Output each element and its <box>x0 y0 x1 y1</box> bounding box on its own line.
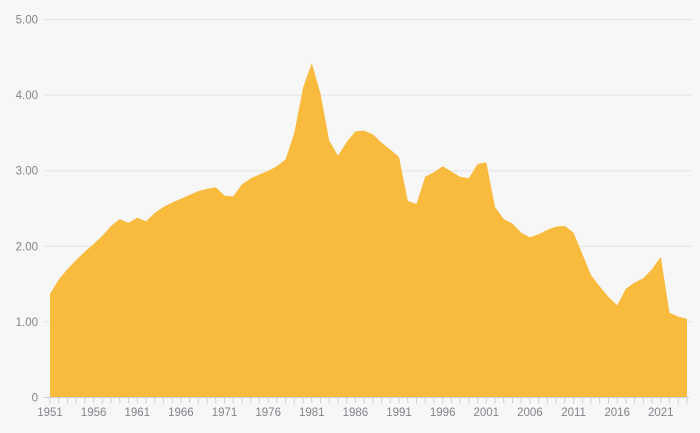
x-tick-label: 1981 <box>299 407 325 419</box>
x-tick-label: 1961 <box>125 407 151 419</box>
x-tick-label: 1986 <box>343 407 369 419</box>
y-tick-label: 3.00 <box>16 166 38 178</box>
y-tick-label: 1.00 <box>16 317 38 329</box>
x-tick-label: 1966 <box>168 407 194 419</box>
x-tick-label: 1976 <box>255 407 281 419</box>
x-tick-label: 2001 <box>474 407 500 419</box>
x-tick-label: 2011 <box>561 407 586 419</box>
y-axis-labels: 0 1.00 2.00 3.00 4.00 5.00 <box>16 15 38 405</box>
y-tick-label: 0 <box>32 393 38 405</box>
x-tick-label: 1991 <box>386 407 412 419</box>
y-tick-label: 2.00 <box>16 241 38 253</box>
x-tick-label: 2016 <box>604 407 630 419</box>
x-axis <box>44 397 689 404</box>
x-tick-label: 1951 <box>37 407 63 419</box>
y-tick-label: 5.00 <box>16 15 38 27</box>
x-tick-label: 2006 <box>517 407 543 419</box>
x-tick-label: 1971 <box>212 407 238 419</box>
x-tick-label: 1996 <box>430 407 456 419</box>
x-tick-label: 1956 <box>81 407 107 419</box>
y-tick-label: 4.00 <box>16 90 38 102</box>
x-axis-labels: 1951 1956 1961 1966 1971 1976 1981 1986 1991 1996… <box>37 407 673 419</box>
x-tick-label: 2021 <box>648 407 674 419</box>
area-series-group <box>50 63 687 398</box>
area-series <box>50 63 687 398</box>
